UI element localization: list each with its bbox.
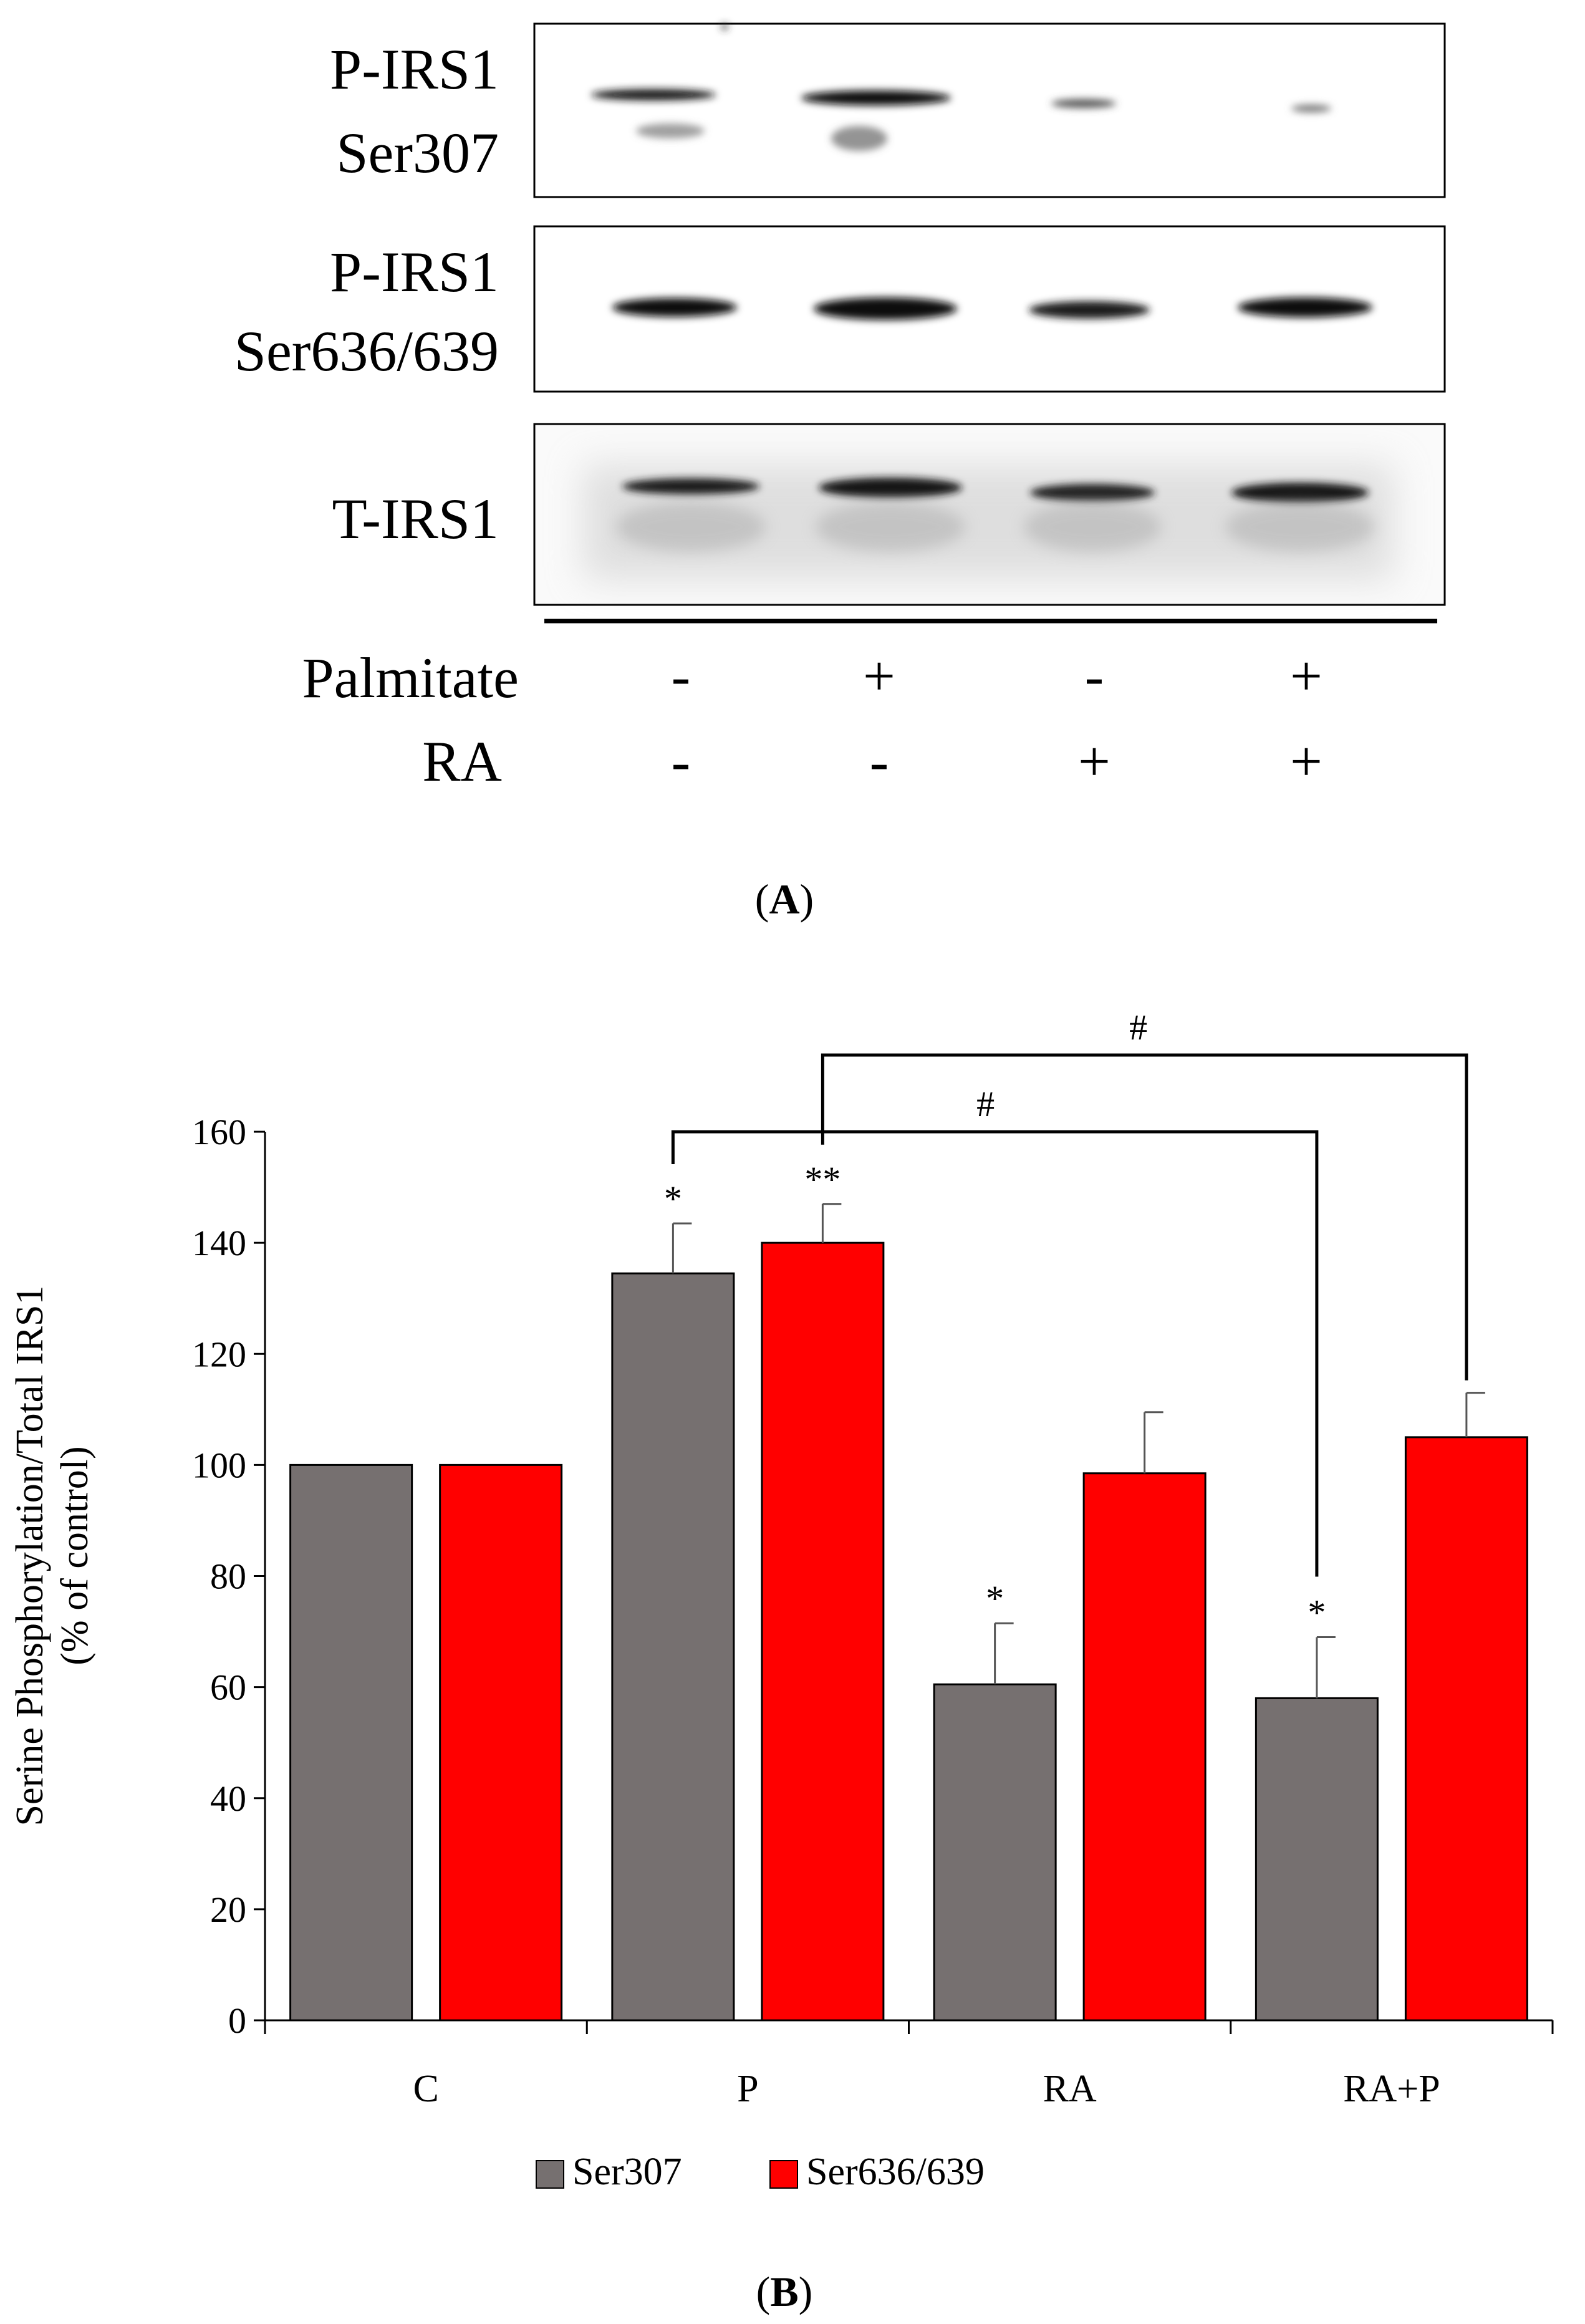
significance-star: * <box>664 1179 682 1219</box>
comparison-bracket-label: # <box>976 1084 995 1124</box>
blot-bands <box>591 24 1331 151</box>
significance-star: * <box>1308 1592 1326 1632</box>
bar-ser307 <box>289 1463 413 2022</box>
caption-paren-open: ( <box>755 875 769 923</box>
blot-frame <box>533 22 1446 198</box>
significance-annotations: * *** *## <box>664 1007 1468 1632</box>
bar-ser307 <box>1255 1697 1379 2022</box>
x-category-label: C <box>413 2068 438 2110</box>
significance-star: * <box>986 1578 1004 1619</box>
blot-label-line: Ser307 <box>336 121 499 185</box>
panel-b-caption: (B) <box>756 2268 813 2315</box>
legend-label-ser307: Ser307 <box>572 2151 682 2193</box>
y-axis: 0 20 40 60 80 100 120 140 160 <box>192 1112 266 2041</box>
bar-ser307 <box>611 1272 735 2022</box>
comparison-bracket <box>671 1130 1319 1577</box>
legend-swatch-ser307 <box>536 2160 564 2189</box>
palmitate-sign: - <box>672 644 691 708</box>
panel-a-caption: (A) <box>755 875 814 923</box>
ra-sign: - <box>672 730 691 793</box>
y-axis-label-line: Serine Phosphorylation/Total IRS1 <box>9 1285 51 1826</box>
x-category-label: RA+P <box>1343 2068 1440 2110</box>
legend: Ser307 Ser636/639 <box>536 2151 985 2193</box>
y-axis-label-line: (% of control) <box>54 1446 96 1665</box>
x-axis: C P RA RA+P <box>264 2019 1554 2110</box>
y-tick-label: 140 <box>192 1223 246 1263</box>
bar-ser307 <box>933 1683 1057 2022</box>
y-tick-label: 20 <box>210 1889 246 1930</box>
blot-bands <box>612 297 1372 320</box>
error-bars <box>672 1203 1485 1699</box>
significance-star: ** <box>804 1159 841 1200</box>
panel-a: P-IRS1 Ser307 P-IRS1 Ser636/639 <box>234 22 1446 923</box>
blot-label-line: Ser636/639 <box>234 319 499 383</box>
y-tick-label: 60 <box>210 1667 246 1708</box>
bar-ser636-639 <box>439 1463 563 2022</box>
comparison-bracket-label: # <box>1129 1007 1147 1048</box>
blot-total-irs1: T-IRS1 <box>332 423 1446 606</box>
treatment-label-palmitate: Palmitate <box>302 646 519 710</box>
bar-ser636-639 <box>761 1242 885 2022</box>
legend-swatch-ser636-639 <box>769 2160 798 2189</box>
y-tick-label: 160 <box>192 1112 246 1152</box>
x-category-label: RA <box>1043 2068 1097 2110</box>
y-tick-label: 40 <box>210 1778 246 1819</box>
y-tick-label: 80 <box>210 1556 246 1597</box>
blot-bands <box>583 465 1394 580</box>
caption-letter: B <box>770 2268 798 2315</box>
palmitate-sign: + <box>1290 644 1322 708</box>
bars <box>289 1242 1528 2022</box>
legend-label-ser636-639: Ser636/639 <box>806 2151 985 2193</box>
comparison-bracket <box>821 1053 1468 1381</box>
palmitate-sign: + <box>863 644 895 708</box>
blot-label-line: P-IRS1 <box>330 240 499 304</box>
bar-ser636-639 <box>1082 1472 1207 2022</box>
y-tick-label: 120 <box>192 1334 246 1374</box>
bar-ser636-639 <box>1404 1436 1528 2022</box>
x-category-label: P <box>737 2068 758 2110</box>
blot-ser307: P-IRS1 Ser307 <box>330 22 1446 198</box>
ra-sign: + <box>1290 730 1322 793</box>
palmitate-sign: - <box>1085 644 1104 708</box>
y-tick-label: 0 <box>228 2000 246 2041</box>
blot-label-line: P-IRS1 <box>330 37 499 101</box>
caption-paren-open: ( <box>756 2268 771 2315</box>
caption-paren-close: ) <box>799 2268 813 2315</box>
y-tick-label: 100 <box>192 1445 246 1485</box>
panel-b-chart: Serine Phosphorylation/Total IRS1 (% of … <box>9 1007 1554 2315</box>
blot-ser636-639: P-IRS1 Ser636/639 <box>234 225 1446 393</box>
ra-sign: - <box>870 730 889 793</box>
caption-paren-close: ) <box>800 875 814 923</box>
blot-label-line: T-IRS1 <box>332 487 499 551</box>
ra-sign: + <box>1078 730 1110 793</box>
treatment-label-ra: RA <box>422 730 502 793</box>
treatment-signs: - + - + - - + + <box>672 644 1322 793</box>
caption-letter: A <box>769 875 799 923</box>
